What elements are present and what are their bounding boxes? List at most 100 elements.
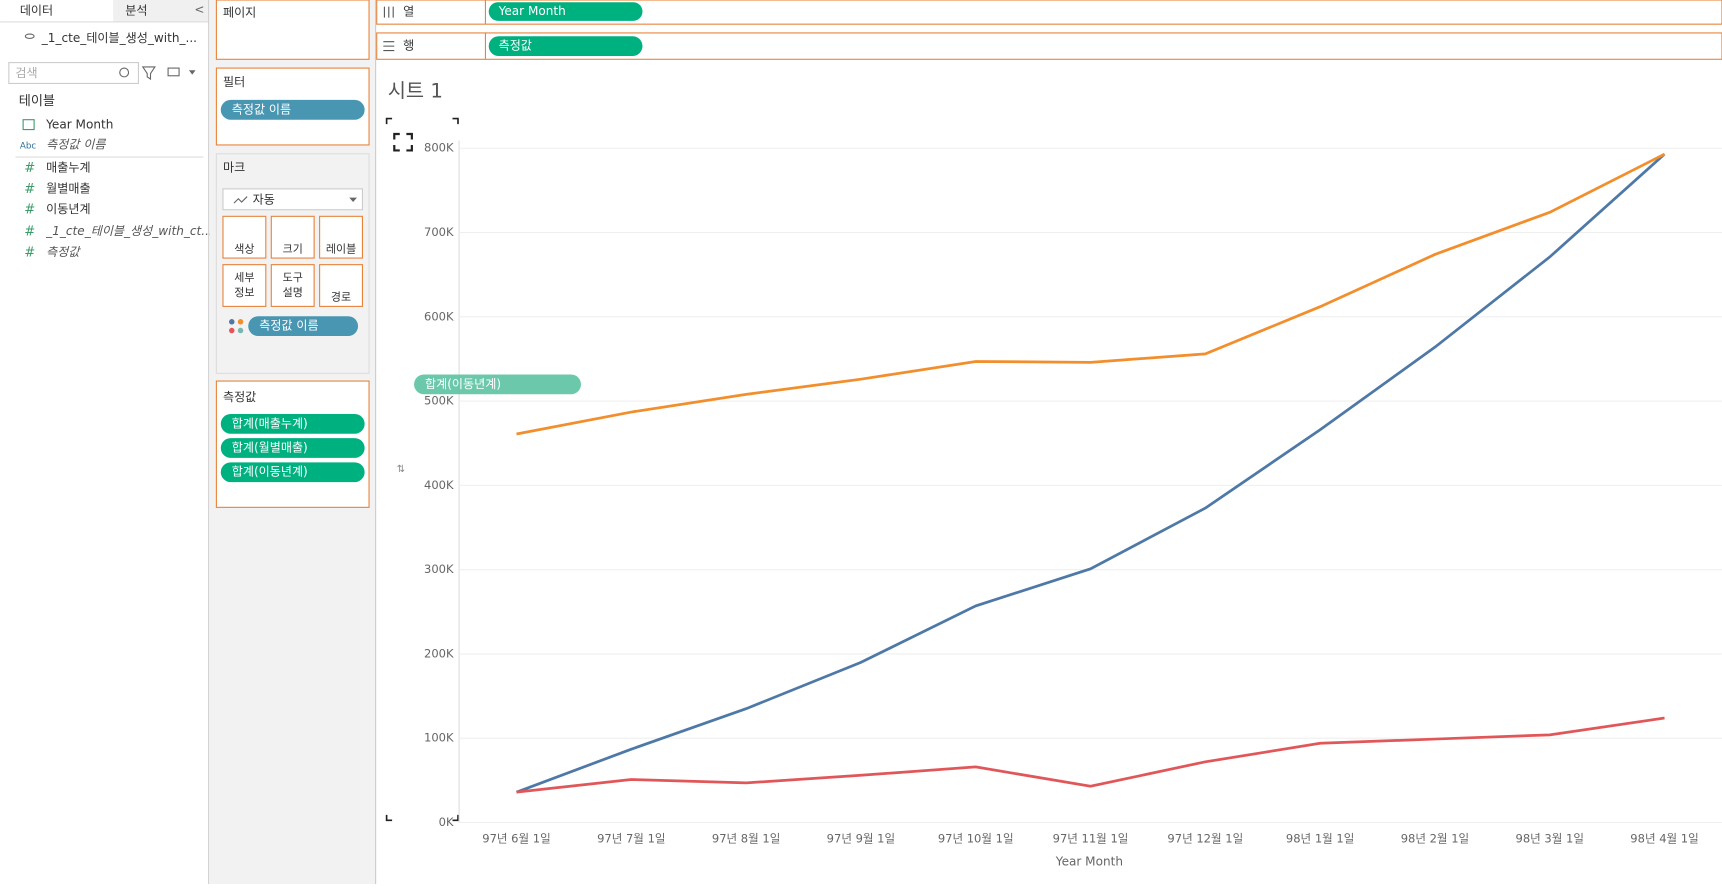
x-tick-label: 97년 11월 1일: [1053, 831, 1129, 845]
x-tick-label: 98년 4월 1일: [1630, 831, 1698, 845]
datasource[interactable]: _1_cte_테이블_생성_with_...: [41, 31, 197, 45]
field[interactable]: 측정값: [46, 245, 81, 259]
measure-icon: #: [24, 161, 35, 176]
mark-button[interactable]: [270, 215, 315, 259]
date-icon: [22, 119, 35, 131]
field[interactable]: 월별매출: [46, 181, 90, 195]
y-tick-label: 400K: [424, 478, 454, 492]
collapse-button[interactable]: <: [194, 2, 204, 16]
mark-button-label: 경로: [331, 291, 351, 304]
color-dot: [229, 327, 235, 334]
x-tick-label: 98년 2월 1일: [1401, 831, 1469, 845]
measure-icon: #: [24, 225, 35, 240]
view-icon[interactable]: [167, 67, 180, 77]
dropdown-arrow: [349, 197, 357, 203]
color-pill[interactable]: [248, 316, 359, 337]
filter-pill-text: 측정값 이름: [232, 102, 291, 116]
mark-button-label: 도구: [283, 271, 303, 284]
y-tick-label: 200K: [424, 646, 454, 660]
measure-pill[interactable]: [220, 462, 365, 483]
mark-button-label: 크기: [283, 242, 303, 255]
rows-label: 행: [403, 38, 414, 53]
measure-pills: 합계(매출누계) 합계(월별매출) 합계(이동년계): [220, 413, 365, 483]
y-tick-label: 700K: [424, 225, 454, 239]
y-tick-label: 600K: [424, 309, 454, 323]
x-tick-label: 97년 10월 1일: [938, 831, 1014, 845]
filter-icon[interactable]: [141, 66, 156, 81]
x-tick-label: 98년 3월 1일: [1516, 831, 1584, 845]
mark-button[interactable]: [222, 215, 267, 259]
pages-card: [215, 0, 370, 60]
y-tick-label: 300K: [424, 562, 454, 576]
selection-corners: [385, 117, 459, 822]
marks-card: [215, 153, 370, 374]
sheet-title: 시트 1: [388, 80, 443, 103]
rows-pill[interactable]: [488, 36, 643, 57]
color-dot: [237, 327, 244, 334]
x-axis-title: Year Month: [1055, 855, 1123, 869]
measure-pill-text: 합계(이동년계): [232, 465, 308, 479]
y-tick-label: 500K: [424, 394, 454, 408]
columns-pill[interactable]: [488, 2, 643, 21]
mark-button[interactable]: [222, 264, 267, 307]
measure-icon: #: [24, 203, 35, 218]
field[interactable]: Year Month: [45, 118, 113, 132]
columns-icon: [383, 6, 394, 18]
marks-title: 마크: [223, 161, 245, 175]
mark-type-dropdown[interactable]: [222, 188, 363, 211]
series-line: [516, 152, 1666, 436]
rows-icon: [383, 41, 395, 52]
plot: 0K 100K 200K 300K 400K 500K 600K 700K 800K 97년 6월…: [424, 141, 1722, 845]
search-icon: [119, 67, 130, 78]
tab-data[interactable]: 데이터: [20, 3, 53, 17]
filters-title: 필터: [223, 75, 245, 89]
search-box[interactable]: [8, 62, 139, 85]
color-pill-text: 측정값 이름: [259, 319, 318, 333]
measure-icon: #: [24, 246, 35, 261]
x-tick-label: 97년 8월 1일: [712, 831, 780, 845]
series-line: [516, 153, 1666, 794]
measure-pill-text: 합계(월별매출): [232, 441, 308, 455]
data-pane: [0, 0, 209, 884]
measure-icon: #: [24, 182, 35, 197]
series-line: [516, 716, 1665, 794]
columns-label: 열: [403, 5, 414, 19]
tab-analysis[interactable]: 분석: [125, 3, 147, 17]
x-tick-label: 97년 12월 1일: [1167, 831, 1243, 845]
color-dot: [229, 319, 235, 325]
measure-pill[interactable]: [220, 413, 365, 434]
mark-button[interactable]: [319, 264, 363, 307]
dropdown-arrow[interactable]: [188, 70, 196, 75]
columns-pill-text: Year Month: [498, 4, 566, 18]
filter-pill[interactable]: [220, 99, 365, 120]
mark-button[interactable]: [270, 264, 315, 307]
dragged-pill-text: 합계(이동년계): [425, 377, 501, 391]
line-icon: [233, 196, 248, 204]
mark-button-label: 세부: [234, 271, 254, 284]
field[interactable]: 측정값 이름: [46, 137, 106, 151]
tab-bg: [113, 0, 209, 22]
x-tick-label: 97년 6월 1일: [482, 831, 550, 845]
mark-button[interactable]: [319, 215, 363, 259]
field[interactable]: _1_cte_테이블_생성_with_ct...: [45, 224, 213, 238]
section-title: 테이블: [19, 93, 55, 109]
measure-pill-text: 합계(매출누계): [232, 416, 308, 430]
y-tick-label: 100K: [424, 731, 454, 745]
x-tick-label: 97년 7월 1일: [597, 831, 665, 845]
field[interactable]: 매출누계: [46, 161, 90, 175]
y-tick-label: 800K: [424, 141, 454, 155]
mark-button-label: 레이블: [326, 242, 356, 255]
abc-icon: Abc: [20, 142, 37, 152]
x-tick-label: 97년 9월 1일: [827, 831, 895, 845]
measure-pill[interactable]: [220, 438, 365, 458]
dragged-pill[interactable]: [414, 374, 581, 395]
x-tick-label: 98년 1월 1일: [1286, 831, 1354, 845]
field-list: Year Month 측정값 이름 # 매출누계 # 월별매출 # 이동년계 # _1_cte_테…: [24, 118, 213, 261]
mark-button-label: 설명: [283, 286, 303, 299]
mark-type: 자동: [253, 192, 275, 206]
fit-icon[interactable]: [393, 132, 413, 152]
pages-title: 페이지: [223, 6, 256, 20]
field[interactable]: 이동년계: [46, 202, 90, 216]
